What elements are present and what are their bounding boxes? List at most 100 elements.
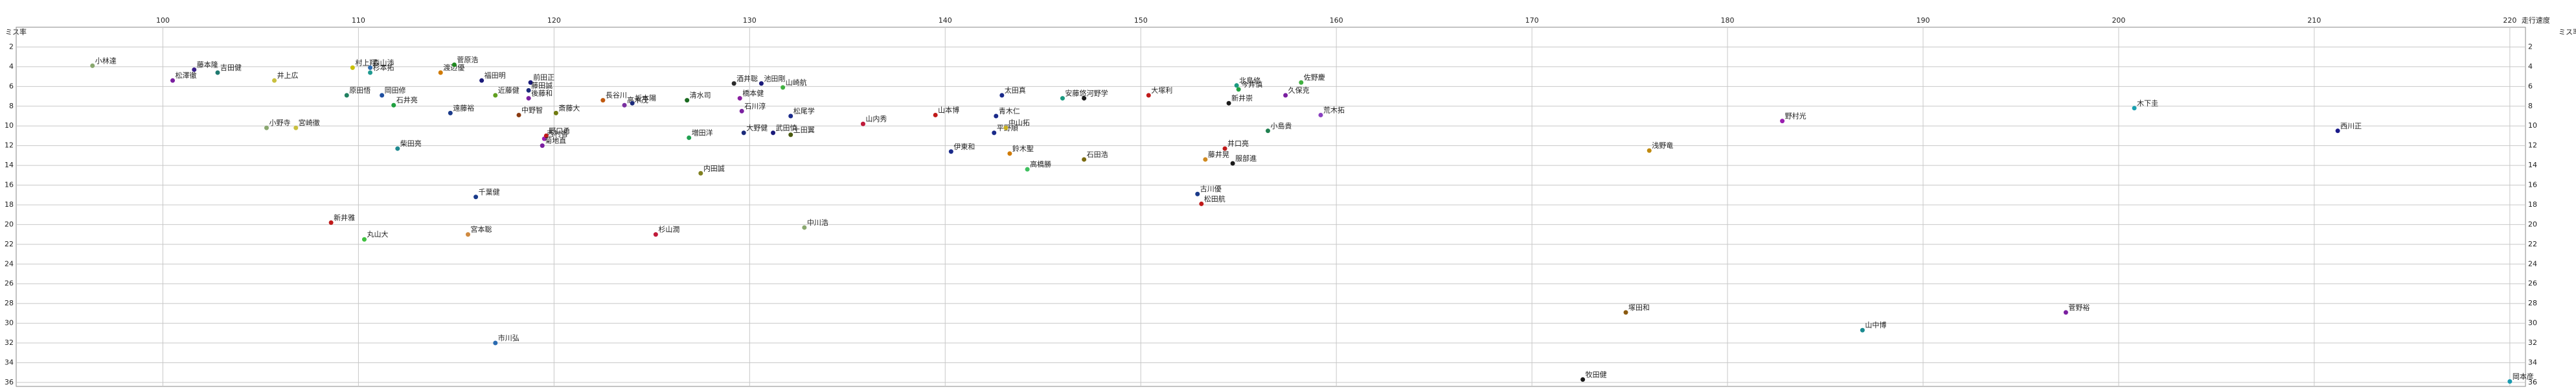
y-tick-label-right: 2	[2528, 42, 2533, 51]
data-point	[1226, 100, 1231, 106]
point-label: 岡本彦	[2513, 371, 2534, 381]
x-tick-label: 190	[1916, 16, 1930, 25]
data-point	[448, 110, 453, 115]
data-point	[698, 171, 703, 176]
data-point	[600, 98, 606, 103]
x-tick-label: 120	[547, 16, 561, 25]
data-point	[2063, 310, 2068, 315]
data-point	[1199, 201, 1204, 206]
point-label: 石田浩	[1087, 150, 1108, 159]
data-point	[653, 232, 658, 237]
point-label: 近藤健	[498, 86, 519, 95]
point-label: 大野健	[746, 123, 768, 132]
data-point	[170, 78, 176, 83]
point-label: 村上翔	[355, 58, 376, 67]
point-label: 吉田健	[220, 64, 242, 72]
data-point	[731, 81, 736, 86]
y-tick-label: 8	[9, 102, 14, 110]
point-label: 山本博	[938, 105, 959, 114]
data-point	[788, 113, 793, 119]
y-tick-label: 24	[5, 259, 14, 268]
point-label: 森山渉	[373, 58, 394, 67]
data-point	[1780, 119, 1785, 124]
point-label: 藤田誠	[531, 81, 553, 89]
y-tick-label-right: 30	[2528, 319, 2537, 327]
data-point	[788, 132, 793, 137]
point-label: 松田航	[1204, 194, 1225, 203]
point-label: 小林達	[95, 56, 117, 65]
x-tick-label: 160	[1330, 16, 1343, 25]
x-axis-label: 走行速度	[2522, 16, 2550, 25]
data-point	[1647, 148, 1652, 153]
data-point	[758, 81, 764, 86]
point-label: 伊東和	[953, 143, 975, 151]
y-tick-label-right: 34	[2528, 358, 2537, 366]
point-label: 後藤和	[531, 89, 553, 98]
data-point	[1580, 377, 1586, 382]
y-tick-label-right: 28	[2528, 299, 2537, 307]
data-point	[272, 78, 277, 83]
data-point	[1146, 93, 1151, 98]
data-point	[1234, 83, 1239, 88]
y-tick-label: 36	[5, 378, 14, 386]
point-label: 井口亮	[1227, 139, 1249, 148]
point-label: 菅野裕	[2068, 303, 2090, 312]
point-label: 安藤悠	[1065, 89, 1086, 98]
point-label: 新井雅	[334, 213, 355, 222]
point-label: 太田真	[1005, 86, 1026, 95]
data-point	[479, 78, 484, 83]
data-point	[391, 102, 396, 108]
point-label: 松尾学	[793, 106, 815, 115]
x-tick-label: 180	[1721, 16, 1735, 25]
point-label: 青木仁	[999, 107, 1020, 115]
point-label: 千葉健	[479, 187, 500, 196]
point-label: 河野学	[1087, 89, 1108, 98]
x-tick-label: 100	[156, 16, 170, 25]
y-tick-label: 20	[5, 220, 14, 228]
y-tick-label-right: 18	[2528, 200, 2537, 209]
point-label: 浅野竜	[1652, 141, 1673, 150]
y-tick-label: 10	[5, 121, 14, 130]
y-tick-label: 4	[9, 62, 14, 71]
data-point	[948, 149, 953, 154]
data-point	[192, 67, 197, 72]
data-point	[1299, 80, 1304, 85]
data-point	[781, 85, 786, 90]
y-tick-label: 22	[5, 240, 14, 248]
y-tick-label: 32	[5, 338, 14, 347]
data-point	[2507, 379, 2513, 384]
data-point	[395, 146, 400, 151]
point-label: 内田誠	[703, 163, 725, 172]
data-point	[328, 220, 334, 225]
point-label: 橋本健	[742, 89, 764, 98]
y-tick-label: 34	[5, 358, 14, 366]
point-label: 久保克	[1288, 86, 1310, 95]
point-label: 小野寺	[269, 119, 290, 127]
y-tick-label: 2	[9, 42, 14, 51]
data-point	[1236, 87, 1241, 92]
point-label: 今井慎	[1241, 80, 1262, 89]
data-point	[438, 70, 443, 75]
data-point	[344, 93, 349, 98]
point-label: 牧田健	[1586, 370, 1607, 379]
y-tick-label-right: 22	[2528, 240, 2537, 248]
data-point	[1222, 146, 1227, 151]
point-label: 杉山潤	[658, 225, 679, 234]
point-label: 柴田亮	[400, 139, 422, 148]
data-point	[553, 110, 558, 115]
y-tick-label: 30	[5, 319, 14, 327]
data-point	[992, 130, 997, 136]
data-point	[540, 143, 545, 148]
data-point	[526, 96, 531, 101]
data-point	[687, 135, 692, 140]
data-point	[215, 70, 220, 75]
data-point	[380, 93, 385, 98]
y-tick-label-right: 10	[2528, 121, 2537, 130]
point-label: 武田慎	[776, 123, 797, 132]
y-tick-label-right: 26	[2528, 279, 2537, 288]
point-label: 藤井晃	[1208, 150, 1229, 159]
y-tick-label-right: 16	[2528, 181, 2537, 189]
y-tick-label: 12	[5, 141, 14, 150]
y-tick-label-right: 12	[2528, 141, 2537, 150]
data-point	[622, 102, 627, 108]
